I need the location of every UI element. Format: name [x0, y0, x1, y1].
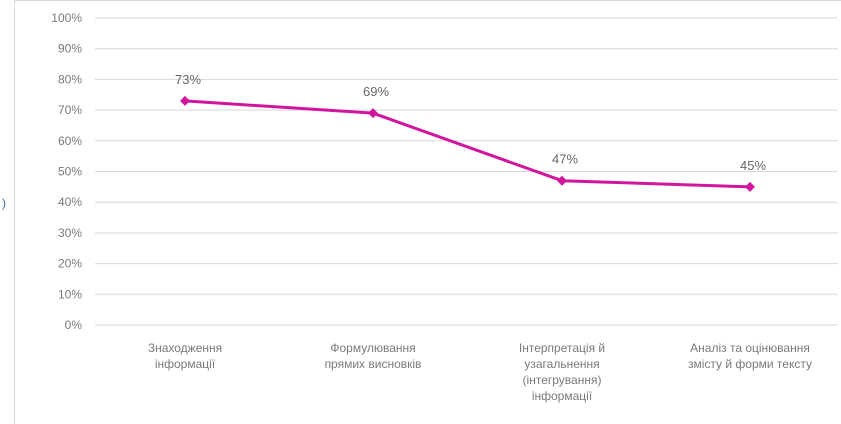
x-tick-label-line: узагальнення	[524, 357, 599, 371]
x-tick-label: Знаходження інформації	[148, 341, 222, 371]
data-label: 73%	[175, 72, 201, 87]
x-tick-label-line: змісту й форми тексту	[688, 357, 812, 371]
x-tick-label: Інтерпретація й узагальнення (інтегрування…	[519, 341, 605, 403]
data-labels: 73% 69% 47% 45%	[175, 72, 766, 173]
edge-mark: )	[2, 196, 6, 210]
x-tick-label-line: прямих висновків	[325, 357, 422, 371]
data-label: 47%	[552, 152, 578, 167]
x-tick-label: Аналіз та оцінювання змісту й форми текст…	[688, 341, 812, 371]
y-tick-label: 80%	[58, 72, 82, 86]
x-tick-label-line: Формулювання	[330, 341, 415, 355]
chart-frame	[14, 0, 841, 424]
y-axis-ticks: 0% 10% 20% 30% 40% 50% 60% 70% 80% 90% 100%	[51, 11, 82, 332]
x-tick-label-line: Інтерпретація й	[519, 341, 605, 355]
series-layer	[180, 95, 755, 192]
x-tick-label: Формулювання прямих висновків	[325, 341, 422, 371]
x-axis-ticks: Знаходження інформації Формулювання прямих …	[148, 341, 812, 403]
data-point-marker	[180, 95, 190, 106]
y-tick-label: 0%	[65, 318, 83, 332]
series-line	[184, 99, 751, 189]
y-tick-label: 20%	[58, 257, 82, 271]
y-tick-label: 10%	[58, 287, 82, 301]
x-tick-label-line: Аналіз та оцінювання	[690, 341, 810, 355]
x-tick-label-line: інформації	[532, 389, 593, 403]
y-tick-label: 50%	[58, 165, 82, 179]
data-point-marker	[368, 108, 378, 119]
data-point-marker	[557, 175, 567, 186]
data-label: 45%	[740, 158, 766, 173]
y-tick-label: 40%	[58, 195, 82, 209]
x-tick-label-line: (інтегрування)	[523, 373, 602, 387]
x-tick-label-line: Знаходження	[148, 341, 222, 355]
data-label: 69%	[363, 84, 389, 99]
data-point-marker	[745, 181, 755, 192]
y-tick-label: 60%	[58, 134, 82, 148]
y-tick-label: 90%	[58, 42, 82, 56]
y-tick-label: 70%	[58, 103, 82, 117]
y-tick-label: 30%	[58, 226, 82, 240]
y-tick-label: 100%	[51, 11, 82, 25]
grid-layer	[95, 17, 838, 326]
x-tick-label-line: інформації	[155, 357, 216, 371]
